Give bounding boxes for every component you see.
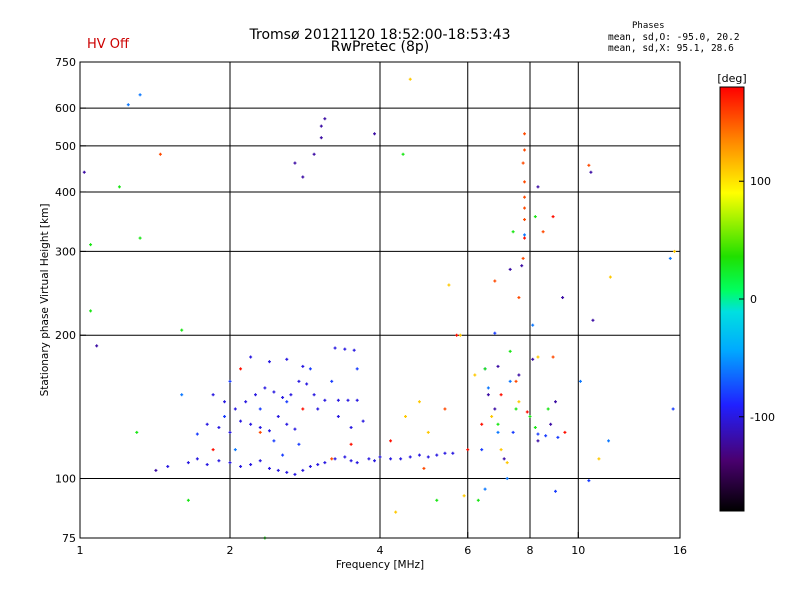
colorbar-tick-label: 0 [750, 293, 757, 306]
colorbar-ticks: 100 0 -100 [739, 175, 775, 424]
colorbar-tick-label: -100 [750, 411, 775, 424]
y-tick-label: 400 [55, 186, 76, 199]
chart-title-text: Tromsø 20121120 18:52:00-18:53:43 [249, 27, 511, 43]
x-tick-label: 2 [227, 544, 234, 557]
data-points [82, 77, 677, 540]
y-tick-label: 750 [55, 56, 76, 69]
phase-stats-heading: Phases [632, 21, 665, 31]
y-tick-label: 600 [55, 102, 76, 115]
x-tick-label: 8 [527, 544, 534, 557]
y-axis-ticks: 75 100 200 300 400 500 600 750 [55, 56, 86, 545]
phase-stats-o-mode: mean, sd,O: -95.0, 20.2 [608, 32, 740, 43]
y-tick-label: 500 [55, 140, 76, 153]
y-tick-label: 200 [55, 329, 76, 342]
colorbar-tick-label: 100 [750, 175, 771, 188]
x-tick-label: 10 [571, 544, 585, 557]
y-axis-label: Stationary phase Virtual Height [km] [39, 204, 51, 397]
y-tick-label: 300 [55, 245, 76, 258]
chart-subtitle-text: RwPretec (8p) [330, 39, 430, 55]
y-tick-label: 100 [55, 473, 76, 486]
x-tick-label: 4 [377, 544, 384, 557]
x-axis-ticks: 1 2 4 6 8 10 16 [77, 532, 687, 557]
x-tick-label: 16 [673, 544, 687, 557]
x-axis-label: Frequency [MHz] [336, 559, 424, 571]
phase-stats-x-mode: mean, sd,X: 95.1, 28.6 [608, 43, 734, 54]
grid-lines [80, 62, 680, 538]
x-tick-label: 1 [77, 544, 84, 557]
hv-status: HV Off [87, 37, 129, 52]
y-tick-label: 75 [62, 532, 76, 545]
x-tick-label: 6 [464, 544, 471, 557]
colorbar-label: [deg] [717, 72, 746, 85]
